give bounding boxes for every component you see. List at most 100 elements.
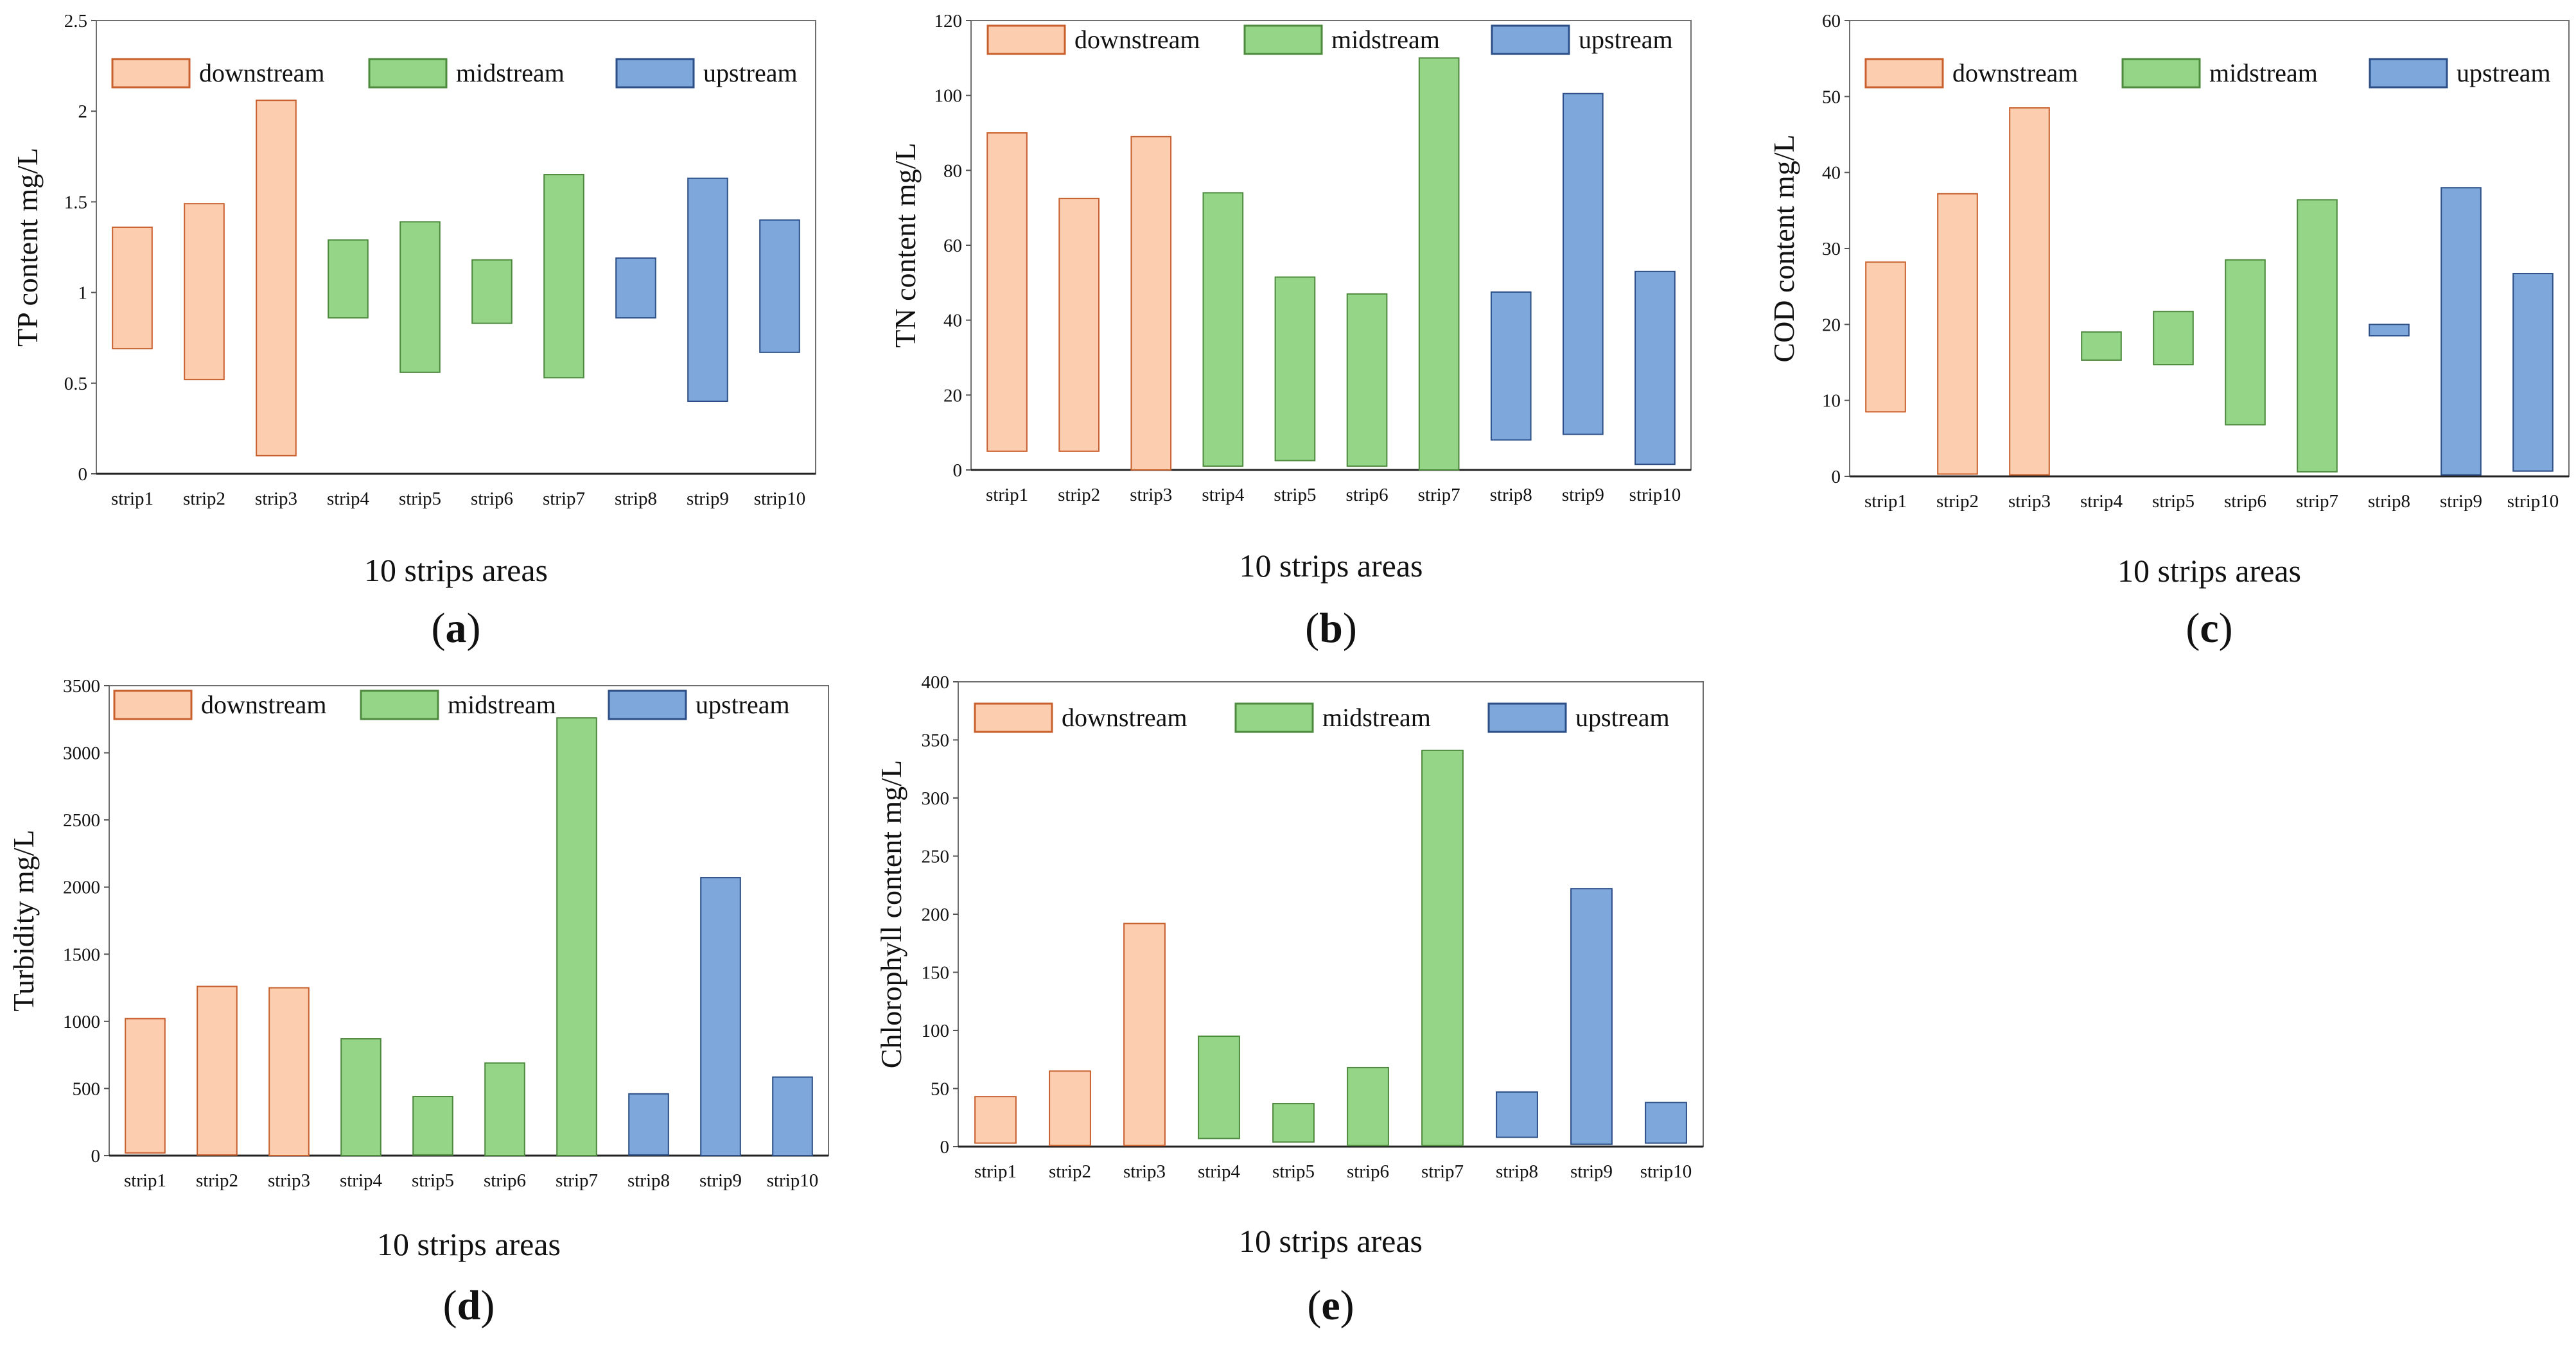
x-tick-label: strip3: [255, 489, 297, 509]
legend-swatch-upstream: [615, 58, 695, 89]
bar-strip8: [615, 257, 656, 319]
bar-strip9: [2440, 187, 2482, 476]
x-tick-label: strip2: [1936, 491, 1979, 512]
y-tick-label: 0: [940, 1137, 950, 1158]
x-tick-label: strip7: [2296, 491, 2338, 512]
bar-strip9: [1563, 92, 1604, 435]
bar-strip8: [1496, 1091, 1538, 1138]
y-tick-label: 400: [922, 672, 950, 693]
x-tick-label: strip7: [1421, 1161, 1464, 1182]
x-tick-label: strip7: [1418, 485, 1460, 505]
legend-swatch-downstream: [974, 702, 1053, 733]
bar-strip3: [1130, 135, 1172, 471]
bar-strip1: [974, 1096, 1017, 1144]
x-tick-label: strip7: [543, 489, 585, 509]
bar-strip6: [484, 1062, 525, 1156]
x-tick-label: strip4: [340, 1170, 383, 1191]
y-tick-label: 2: [78, 101, 88, 122]
y-tick-label: 0: [78, 464, 88, 485]
x-tick-label: strip1: [124, 1170, 166, 1191]
bar-strip1: [1865, 261, 1906, 413]
x-tick-label: strip5: [2152, 491, 2195, 512]
x-tick-label: strip2: [1058, 485, 1100, 505]
legend-label-downstream: downstream: [201, 690, 327, 719]
x-tick-label: strip3: [1123, 1161, 1166, 1182]
legend-label-downstream: downstream: [1062, 703, 1187, 732]
legend-label-midstream: midstream: [2209, 58, 2318, 87]
x-tick-label: strip1: [111, 489, 153, 509]
y-tick-label: 20: [943, 385, 962, 406]
bar-strip10: [759, 219, 800, 353]
y-tick-label: 50: [1822, 87, 1841, 107]
chart-panel-e: 0 50 100 150 200 250 300 350 400 strip1 strip2 stri…: [875, 672, 1704, 1329]
legend-swatch-midstream: [368, 58, 448, 89]
x-tick-label: strip9: [1570, 1161, 1613, 1182]
bar-strip3: [256, 100, 297, 456]
x-tick-label: strip6: [1346, 485, 1389, 505]
bar-strip6: [2225, 259, 2266, 426]
bar-strip4: [340, 1038, 381, 1156]
x-tick-label: strip6: [1347, 1161, 1389, 1182]
legend-swatch-upstream: [2369, 58, 2448, 89]
bar-strip7: [543, 174, 584, 379]
x-tick-label: strip10: [754, 489, 806, 509]
x-tick-label: strip1: [1864, 491, 1907, 512]
legend-swatch-downstream: [986, 24, 1066, 55]
x-tick-label: strip3: [268, 1170, 310, 1191]
legend-swatch-upstream: [608, 690, 687, 720]
legend-swatch-midstream: [1243, 24, 1323, 55]
y-tick-label: 30: [1822, 239, 1841, 259]
panel-label: (d): [443, 1282, 495, 1329]
bar-strip7: [556, 717, 597, 1157]
y-tick-label: 2500: [63, 810, 100, 831]
bar-strip5: [399, 221, 441, 373]
y-tick-label: 60: [1822, 11, 1841, 31]
x-tick-label: strip8: [1490, 485, 1532, 505]
bar-strip10: [1645, 1102, 1687, 1144]
chart-panel-a: 0 0.5 1 1.5 2 2.5 strip1 strip2 strip3 strip4 stri…: [11, 11, 816, 652]
bar-strip8: [1490, 291, 1532, 441]
legend-label-upstream: upstream: [2457, 58, 2551, 87]
legend-label-upstream: upstream: [703, 58, 798, 87]
legend-label-midstream: midstream: [456, 58, 565, 87]
y-tick-label: 0: [91, 1146, 101, 1167]
bar-strip7: [1418, 57, 1460, 471]
x-tick-label: strip9: [1562, 485, 1604, 505]
panel-label: (b): [1305, 605, 1357, 652]
bar-strip4: [1198, 1036, 1240, 1140]
x-tick-label: strip5: [399, 489, 441, 509]
x-tick-label: strip10: [767, 1170, 819, 1191]
y-tick-label: 40: [1822, 163, 1841, 184]
x-tick-label: strip8: [615, 489, 657, 509]
x-tick-label: strip4: [1198, 1161, 1241, 1182]
legend-swatch-downstream: [113, 690, 193, 720]
bar-strip5: [1274, 276, 1316, 462]
bar-strip8: [2369, 324, 2410, 337]
x-tick-label: strip1: [986, 485, 1028, 505]
bar-strip2: [1049, 1070, 1091, 1147]
bar-strip9: [1570, 888, 1613, 1145]
x-tick-label: strip2: [1049, 1161, 1091, 1182]
y-tick-label: 150: [922, 963, 950, 984]
chart-panel-d: 0 500 1000 1500 2000 2500 3000 3500 strip1 strip2…: [7, 676, 829, 1329]
x-tick-label: strip4: [327, 489, 370, 509]
y-axis-title: Turbidity mg/L: [7, 829, 40, 1011]
x-tick-label: strip10: [1629, 485, 1681, 505]
y-tick-label: 3500: [63, 676, 100, 697]
bar-strip5: [412, 1095, 453, 1156]
y-tick-label: 2000: [63, 878, 100, 898]
y-tick-label: 20: [1822, 315, 1841, 335]
y-tick-label: 0: [1832, 467, 1841, 487]
legend-swatch-midstream: [360, 690, 439, 720]
bar-strip1: [986, 132, 1028, 452]
y-axis-title: TP content mg/L: [11, 148, 44, 347]
x-tick-label: strip3: [2008, 491, 2051, 512]
legend-label-downstream: downstream: [199, 58, 325, 87]
legend-label-downstream: downstream: [1952, 58, 2078, 87]
legend-swatch-midstream: [1234, 702, 1314, 733]
chart-panel-c: 0 10 20 30 40 50 60 strip1 strip2 strip3 strip4 str…: [1767, 11, 2570, 652]
bar-strip4: [2081, 331, 2122, 361]
y-axis-title: Chlorophyll content mg/L: [875, 760, 907, 1068]
x-tick-label: strip2: [196, 1170, 238, 1191]
y-tick-label: 60: [943, 236, 962, 256]
